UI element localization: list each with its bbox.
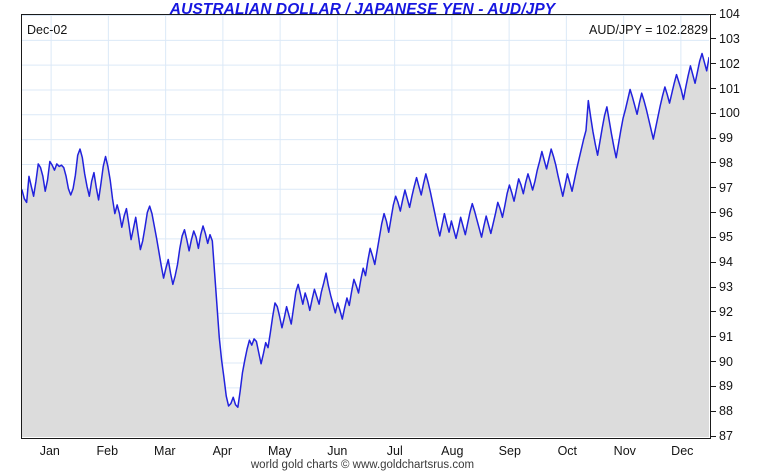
y-tick-label: 93: [719, 280, 733, 295]
footer-credit: world gold charts © www.goldchartsrus.co…: [250, 459, 475, 471]
y-tick-label: 89: [719, 379, 733, 394]
quote-label: AUD/JPY = 102.2829: [589, 23, 708, 37]
x-axis-tick-label: Nov: [613, 444, 636, 458]
y-tick-label: 95: [719, 230, 733, 245]
y-tick-mark: [711, 187, 716, 189]
price-line: [22, 52, 709, 408]
y-tick-mark: [711, 311, 716, 313]
y-tick-mark: [711, 162, 716, 164]
y-tick-mark: [711, 261, 716, 263]
y-tick-label: 96: [719, 205, 733, 220]
y-tick-label: 87: [719, 429, 733, 443]
y-tick-label: 104: [719, 7, 740, 21]
x-axis-tick-label: Apr: [212, 444, 233, 458]
x-axis-tick-label: Jan: [39, 444, 60, 458]
y-tick-mark: [711, 236, 716, 238]
y-tick-label: 99: [719, 131, 733, 146]
y-tick-label: 98: [719, 155, 733, 170]
y-tick-mark: [711, 137, 716, 139]
x-axis: Jan Feb Mar Apr May Jun Jul Aug Sep Oct Nov Dec: [0, 443, 760, 463]
y-tick-label: 91: [719, 329, 733, 344]
y-tick-mark: [711, 361, 716, 362]
y-axis: 88 89 90 91 92 93 94 95 96 97 98 99 100 101 102 103 104 8…: [711, 0, 760, 475]
x-axis-tick-label: Jul: [386, 444, 403, 458]
date-label: Dec-02: [27, 23, 68, 37]
y-tick-mark: [711, 286, 716, 288]
x-axis-tick-label: Feb: [96, 444, 119, 458]
y-tick-label: 92: [719, 304, 733, 319]
page-title: AUSTRALIAN DOLLAR / JAPANESE YEN - AUD/J…: [169, 1, 556, 18]
y-tick-label: 94: [719, 255, 733, 270]
y-tick-label: 103: [719, 31, 740, 46]
y-tick-label: 90: [719, 354, 733, 369]
y-tick-mark: [711, 63, 716, 65]
y-tick-mark: [711, 435, 716, 437]
price-area-fill: [22, 53, 709, 437]
y-tick-mark: [711, 88, 716, 89]
x-axis-tick-label: Sep: [498, 444, 521, 458]
x-axis-tick-label: Mar: [154, 444, 176, 458]
y-tick-mark: [711, 38, 716, 40]
y-tick-mark: [711, 112, 716, 114]
x-axis-tick-label: May: [267, 444, 292, 458]
y-tick-mark: [711, 212, 716, 214]
price-chart-svg: [22, 15, 709, 437]
plot-area: [21, 14, 711, 439]
y-tick-label: 102: [719, 56, 740, 71]
y-tick-mark: [711, 13, 716, 15]
x-axis-tick-label: Dec: [671, 444, 694, 458]
y-tick-label: 101: [719, 81, 740, 96]
x-axis-tick-label: Oct: [557, 444, 578, 458]
y-tick-label: 88: [719, 404, 733, 419]
y-tick-label: 97: [719, 180, 733, 195]
y-tick-mark: [711, 410, 716, 412]
y-tick-label: 100: [719, 106, 740, 121]
x-axis-tick-label: Aug: [441, 444, 464, 458]
y-tick-mark: [711, 336, 716, 338]
y-tick-mark: [711, 385, 716, 387]
x-axis-tick-label: Jun: [327, 444, 348, 458]
